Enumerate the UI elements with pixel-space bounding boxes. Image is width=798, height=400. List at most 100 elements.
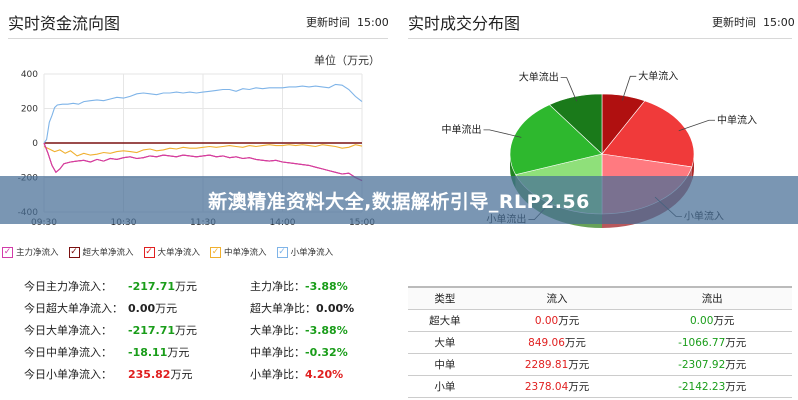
row-type: 大单 <box>408 331 482 354</box>
checkbox-icon[interactable]: ✓ <box>210 246 222 258</box>
y-tick-label: 400 <box>21 70 38 80</box>
row-in-unit: 万元 <box>568 359 590 371</box>
pie-leader-line <box>621 75 637 101</box>
row-out-value: -2142.23 <box>678 381 726 393</box>
table-header-row: 类型 流入 流出 <box>408 286 792 310</box>
stat-value: -3.88% <box>305 280 348 293</box>
stat-label: 超大单净比： <box>250 302 316 315</box>
row-in-unit: 万元 <box>568 381 590 393</box>
trade-distribution-table: 类型 流入 流出 超大单 0.00万元 0.00万元 大单 849.06万元 -… <box>408 286 792 398</box>
fund-flow-update: 更新时间 15:00 <box>306 14 389 30</box>
row-out-value: -1066.77 <box>678 337 726 349</box>
row-out-unit: 万元 <box>725 359 747 371</box>
row-out-unit: 万元 <box>725 381 747 393</box>
row-in-value: 0.00 <box>534 315 559 327</box>
row-in-unit: 万元 <box>558 315 580 327</box>
stat-row: 今日大单净流入： -217.71 万元 <box>24 320 197 342</box>
row-type: 超大单 <box>408 309 482 332</box>
table-row: 超大单 0.00万元 0.00万元 <box>408 309 792 332</box>
stat-label: 今日超大单净流入： <box>24 302 123 315</box>
legend-label: 主力净流入 <box>16 248 59 258</box>
title-divider <box>8 38 388 39</box>
pie-leader-line <box>483 129 522 138</box>
trade-distribution-title: 实时成交分布图 <box>408 14 521 33</box>
stats-left: 今日主力净流入： -217.71 万元 今日超大单净流入： 0.00 万元 今日大单净流入：… <box>24 276 197 386</box>
title-divider <box>408 38 792 39</box>
unit-label: 单位（万元） <box>314 54 380 67</box>
row-out-value: -2307.92 <box>678 359 726 371</box>
row-out-value: 0.00 <box>690 315 714 327</box>
update-time: 15:00 <box>763 16 795 29</box>
series-line-中单净流入 <box>43 144 363 157</box>
row-out-unit: 万元 <box>713 315 735 327</box>
legend-label: 小单净流入 <box>290 248 334 258</box>
pie-label: 中单流入 <box>717 113 757 126</box>
stat-row: 大单净比： -3.88% <box>250 320 354 342</box>
series-line-小单净流入 <box>43 83 363 144</box>
checkbox-icon[interactable]: ✓ <box>68 246 80 258</box>
fund-flow-title: 实时资金流向图 <box>8 14 121 33</box>
stat-label: 大单净比： <box>250 324 305 337</box>
row-type: 小单 <box>408 375 482 398</box>
y-tick-label: 0 <box>32 139 38 149</box>
update-time: 15:00 <box>357 16 389 29</box>
stat-value: 0.00% <box>316 302 355 315</box>
stat-label: 今日主力净流入： <box>24 280 112 293</box>
stat-unit: 万元 <box>167 346 190 359</box>
row-in-value: 2289.81 <box>524 359 569 371</box>
row-in-unit: 万元 <box>564 337 586 349</box>
series-line-主力净流入 <box>43 142 363 182</box>
stat-value: 4.20% <box>305 368 344 381</box>
stat-label: 今日中单净流入： <box>24 346 112 359</box>
stats-right: 主力净比： -3.88% 超大单净比： 0.00% 大单净比： -3.88% 中单净比： -0… <box>250 276 354 386</box>
stat-unit: 万元 <box>175 324 198 337</box>
pie-leader-line <box>560 77 578 102</box>
table-row: 中单 2289.81万元 -2307.92万元 <box>408 353 792 376</box>
legend-item[interactable]: ✓ 小单净流入 <box>276 246 334 258</box>
stat-unit: 万元 <box>175 280 198 293</box>
stat-row: 今日中单净流入： -18.11 万元 <box>24 342 197 364</box>
legend-item[interactable]: ✓ 超大单净流入 <box>68 246 134 258</box>
table-row: 小单 2378.04万元 -2142.23万元 <box>408 375 792 398</box>
update-label: 更新时间 <box>306 16 350 29</box>
stat-value: -3.88% <box>305 324 348 337</box>
stat-value: 0.00 <box>128 302 156 315</box>
stat-row: 今日主力净流入： -217.71 万元 <box>24 276 197 298</box>
stat-unit: 万元 <box>155 302 178 315</box>
update-label: 更新时间 <box>712 16 756 29</box>
line-chart-legend: ✓ 主力净流入 ✓ 超大单净流入 ✓ 大单净流入 ✓ 中单净流入 ✓ 小单净流入 <box>2 246 390 258</box>
stat-unit: 万元 <box>170 368 193 381</box>
checkbox-icon[interactable]: ✓ <box>2 246 13 258</box>
stat-label: 小单净比： <box>250 368 305 381</box>
table-row: 大单 849.06万元 -1066.77万元 <box>408 331 792 354</box>
stat-value: 235.82 <box>128 368 171 381</box>
pie-label: 大单流入 <box>638 69 678 82</box>
legend-label: 中单净流入 <box>224 248 267 258</box>
header-out: 流出 <box>632 286 792 310</box>
pie-label: 中单流出 <box>441 123 481 136</box>
legend-item[interactable]: ✓ 大单净流入 <box>143 246 201 258</box>
stat-row: 中单净比： -0.32% <box>250 342 354 364</box>
stat-value: -217.71 <box>128 280 176 293</box>
stat-value: -18.11 <box>128 346 168 359</box>
stat-row: 今日超大单净流入： 0.00 万元 <box>24 298 197 320</box>
stat-label: 今日大单净流入： <box>24 324 112 337</box>
stat-row: 今日小单净流入： 235.82 万元 <box>24 364 197 386</box>
stat-label: 今日小单净流入： <box>24 368 112 381</box>
stat-label: 主力净比： <box>250 280 305 293</box>
legend-item[interactable]: ✓ 中单净流入 <box>210 246 267 258</box>
row-out-unit: 万元 <box>725 337 747 349</box>
legend-label: 超大单净流入 <box>82 248 134 258</box>
checkbox-icon[interactable]: ✓ <box>276 246 288 258</box>
trade-distribution-update: 更新时间 15:00 <box>712 14 795 30</box>
legend-label: 大单净流入 <box>157 248 201 258</box>
headline-text: 新澳精准资料大全,数据解析引导_RLP2.56 <box>208 190 590 213</box>
trade-distribution-panel: 实时成交分布图 更新时间 15:00 大单流入中单流入小单流入小单流出中单流出大… <box>400 0 798 400</box>
legend-item[interactable]: ✓ 主力净流入 <box>2 246 59 258</box>
checkbox-icon[interactable]: ✓ <box>143 246 155 258</box>
stat-row: 主力净比： -3.88% <box>250 276 354 298</box>
stat-value: -0.32% <box>305 346 348 359</box>
headline-banner: 新澳精准资料大全,数据解析引导_RLP2.56 <box>0 176 798 224</box>
row-type: 中单 <box>408 353 482 376</box>
y-tick-label: 200 <box>21 105 38 115</box>
